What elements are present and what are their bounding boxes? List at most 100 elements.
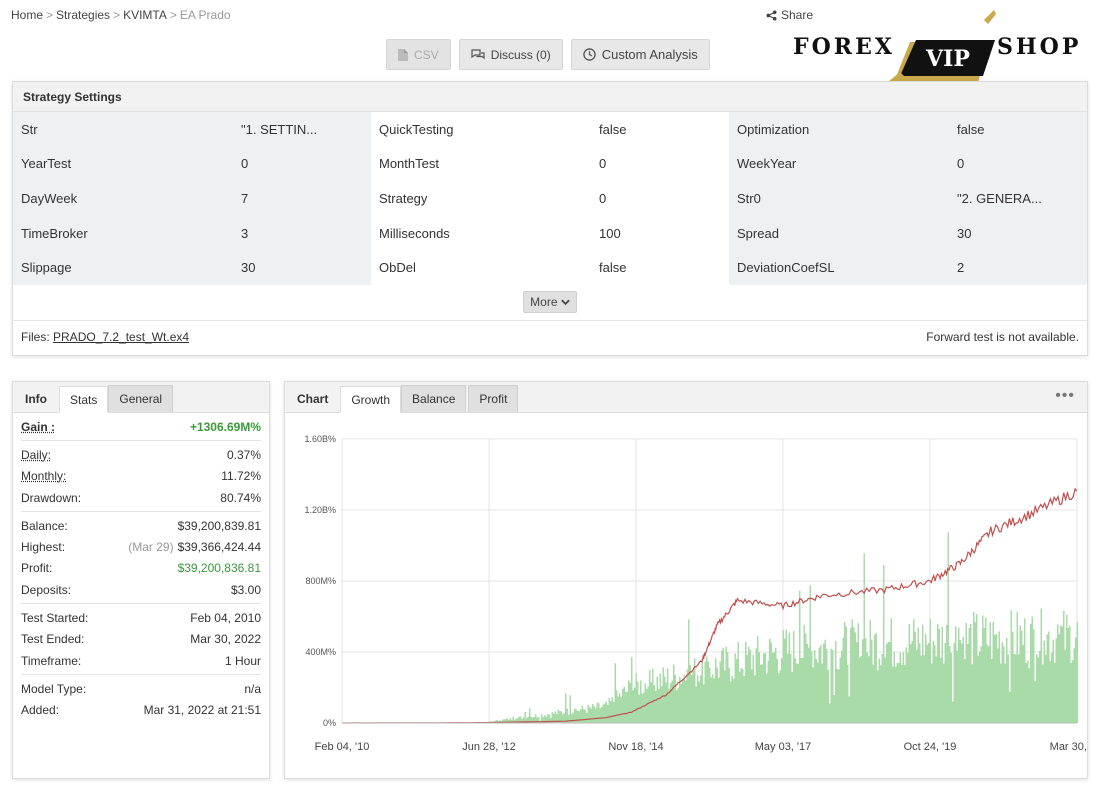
activity-bar xyxy=(589,706,591,723)
activity-bar xyxy=(749,650,751,723)
activity-bar xyxy=(850,627,852,723)
activity-bar xyxy=(755,648,757,723)
activity-bar xyxy=(703,684,705,723)
custom-analysis-button[interactable]: Custom Analysis xyxy=(570,39,710,70)
activity-bar xyxy=(641,693,643,723)
stats-label: Profit: xyxy=(21,561,53,576)
setting-key: Optimization xyxy=(737,121,810,137)
activity-bar xyxy=(808,647,810,723)
activity-bar xyxy=(950,652,952,723)
setting-value: 30 xyxy=(241,260,256,276)
activity-bar xyxy=(530,716,532,723)
activity-bar xyxy=(832,650,834,723)
activity-bar xyxy=(560,711,562,723)
tab-stats[interactable]: Stats xyxy=(59,386,109,413)
more-button[interactable]: More xyxy=(523,291,577,314)
x-tick-label: Jun 28, '12 xyxy=(462,741,515,753)
gain-label[interactable]: Gain : xyxy=(21,419,56,434)
activity-bar xyxy=(826,648,828,723)
activity-bar xyxy=(617,696,619,723)
ellipsis-icon[interactable]: ••• xyxy=(1055,387,1075,404)
tab-info[interactable]: Info xyxy=(25,391,47,406)
stats-value-text: Feb 04, 2010 xyxy=(190,611,261,626)
activity-bar xyxy=(607,704,609,723)
stats-value-text: $39,200,836.81 xyxy=(177,561,261,576)
breadcrumb-strategies[interactable]: Strategies xyxy=(56,8,111,22)
stats-group: Test Started: Feb 04, 2010 Test Ended: Mar … xyxy=(21,604,261,676)
activity-bar xyxy=(899,652,901,723)
activity-bar xyxy=(941,626,943,723)
activity-bar xyxy=(887,641,889,723)
activity-bar xyxy=(1067,627,1069,723)
tab-balance[interactable]: Balance xyxy=(401,385,467,412)
activity-bar xyxy=(770,642,772,723)
setting-cell: Str0 "2. GENERA... xyxy=(729,181,1087,216)
stats-label: Timeframe: xyxy=(21,653,82,668)
clock-icon xyxy=(582,48,596,61)
activity-bar xyxy=(506,718,508,723)
stats-value-text: Mar 31, 2022 at 21:51 xyxy=(143,703,261,718)
activity-bar xyxy=(848,696,850,723)
activity-bar xyxy=(880,665,882,723)
chart-tabs: Chart Growth Balance Profit xyxy=(285,382,1087,413)
file-link[interactable]: PRADO_7.2_test_Wt.ex4 xyxy=(53,330,190,345)
activity-bar xyxy=(646,688,648,723)
activity-bar xyxy=(965,622,967,723)
stats-value-text: $39,366,424.44 xyxy=(177,540,261,555)
share-link[interactable]: Share xyxy=(766,8,813,22)
activity-bar xyxy=(989,622,991,723)
y-tick-label: 400M% xyxy=(305,647,336,657)
x-tick-label: May 03, '17 xyxy=(755,741,812,753)
activity-bar xyxy=(971,664,973,723)
activity-bar xyxy=(574,708,576,723)
activity-bar xyxy=(1036,654,1038,723)
activity-bar xyxy=(800,657,802,723)
stats-value: 11.72% xyxy=(221,469,261,483)
tab-chart[interactable]: Chart xyxy=(297,391,329,406)
activity-bar xyxy=(859,657,861,723)
activity-bar xyxy=(731,675,733,723)
activity-bar xyxy=(833,695,835,723)
breadcrumb-home[interactable]: Home xyxy=(11,8,44,22)
activity-bar xyxy=(949,646,951,723)
stats-value: Feb 04, 2010 xyxy=(190,611,261,625)
y-tick-label: 0% xyxy=(323,718,336,728)
x-tick-label: Feb 04, '10 xyxy=(315,741,370,753)
activity-bar xyxy=(778,673,780,723)
activity-bar xyxy=(925,634,927,723)
activity-bar xyxy=(653,685,655,723)
activity-bar xyxy=(679,676,681,723)
activity-bar xyxy=(566,708,568,723)
stats-tabs: Info Stats General xyxy=(13,382,269,413)
csv-button[interactable]: CSV xyxy=(386,39,451,70)
stats-label[interactable]: Daily: xyxy=(21,447,52,462)
activity-bar xyxy=(587,704,589,723)
stats-label[interactable]: Monthly: xyxy=(21,469,67,484)
setting-key: Str0 xyxy=(737,190,761,206)
activity-bar xyxy=(715,658,717,723)
tab-growth[interactable]: Growth xyxy=(340,386,402,413)
tab-profit[interactable]: Profit xyxy=(468,385,519,412)
activity-bar xyxy=(622,688,624,723)
activity-bar xyxy=(752,654,754,723)
activity-bar xyxy=(806,643,808,723)
activity-bar xyxy=(926,644,928,723)
activity-bar xyxy=(614,663,616,723)
activity-bar xyxy=(1012,631,1014,723)
activity-bar xyxy=(706,656,708,723)
x-tick-label: Mar 30, '22 xyxy=(1050,741,1087,753)
activity-bar xyxy=(547,714,549,723)
activity-bar xyxy=(923,655,925,723)
activity-bar xyxy=(943,663,945,723)
growth-chart: 0% 400M% 800M% 1.20B% 1.60B% Feb 04, '10 Jun 2… xyxy=(304,434,1087,753)
breadcrumb-kvimta[interactable]: KVIMTA xyxy=(123,8,167,22)
activity-bar xyxy=(532,717,534,723)
activity-bar xyxy=(733,678,735,723)
activity-bar xyxy=(722,647,724,723)
activity-bar xyxy=(1009,691,1011,723)
stats-value: 1 Hour xyxy=(225,654,261,668)
activity-bar xyxy=(674,674,676,723)
activity-bar xyxy=(908,623,910,723)
discuss-button[interactable]: Discuss (0) xyxy=(458,39,563,70)
tab-general[interactable]: General xyxy=(108,385,174,412)
